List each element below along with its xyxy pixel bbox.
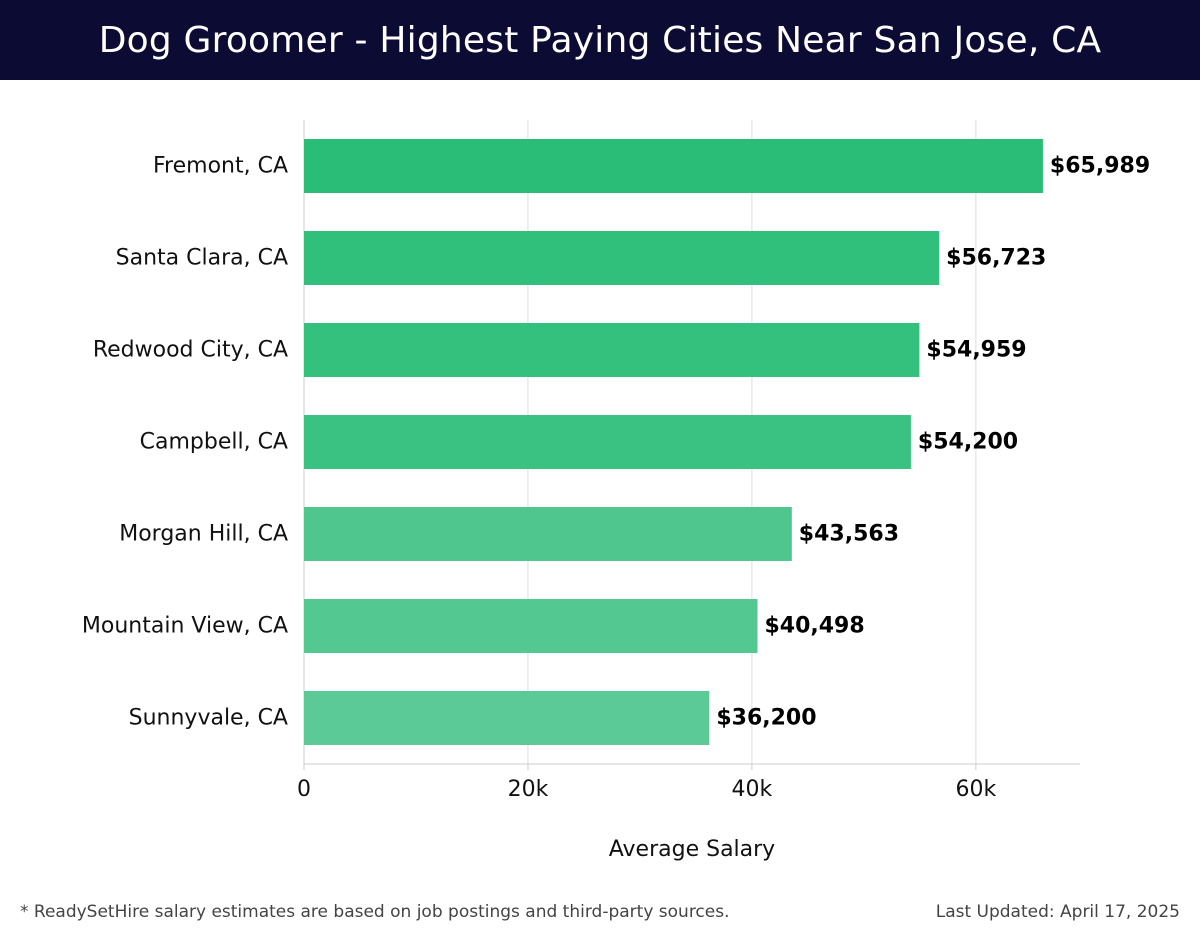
- value-label: $65,989: [1050, 154, 1150, 179]
- bar: [304, 599, 758, 653]
- bar: [304, 691, 710, 745]
- value-label: $36,200: [716, 706, 816, 731]
- category-label: Santa Clara, CA: [116, 246, 288, 271]
- value-label: $54,200: [918, 430, 1018, 455]
- value-label: $43,563: [799, 522, 899, 547]
- bar-chart: Fremont, CA $65,989 Santa Clara, CA $56,723…: [82, 120, 1150, 862]
- value-label: $54,959: [926, 338, 1026, 363]
- title-bar: Dog Groomer - Highest Paying Cities Near…: [0, 0, 1200, 80]
- x-tick-label: 0: [297, 777, 311, 802]
- category-label: Redwood City, CA: [93, 338, 288, 363]
- footer-note: * ReadySetHire salary estimates are base…: [20, 902, 730, 922]
- bar: [304, 323, 920, 377]
- bar: [304, 507, 792, 561]
- chart-title: Dog Groomer - Highest Paying Cities Near…: [98, 19, 1102, 61]
- value-label: $56,723: [946, 246, 1046, 271]
- category-label: Sunnyvale, CA: [129, 706, 288, 731]
- x-tick-label: 60k: [955, 777, 996, 802]
- category-label: Mountain View, CA: [82, 614, 288, 639]
- category-label: Campbell, CA: [140, 430, 288, 455]
- category-label: Fremont, CA: [153, 154, 288, 179]
- bar: [304, 139, 1043, 193]
- value-label: $40,498: [764, 614, 864, 639]
- x-tick-label: 20k: [508, 777, 549, 802]
- x-tick-label: 40k: [732, 777, 773, 802]
- x-axis-title: Average Salary: [609, 837, 775, 862]
- category-label: Morgan Hill, CA: [119, 522, 288, 547]
- bar: [304, 415, 911, 469]
- bar: [304, 231, 940, 285]
- last-updated: Last Updated: April 17, 2025: [935, 902, 1180, 922]
